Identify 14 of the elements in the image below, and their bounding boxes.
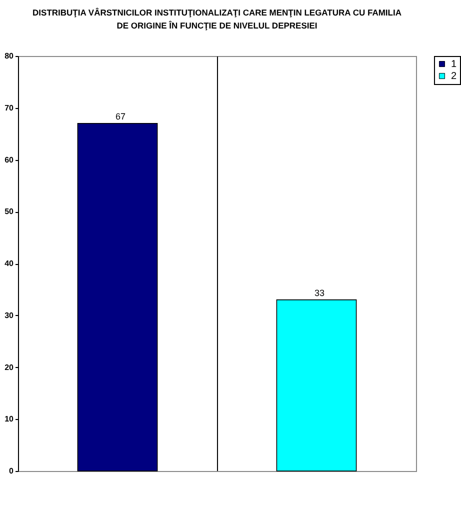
y-tick-label: 70 (4, 103, 14, 112)
y-tick-label: 50 (4, 207, 14, 216)
y-tick-label: 30 (4, 310, 14, 320)
y-tick-label: 10 (4, 414, 14, 424)
y-tick-label: 80 (4, 52, 14, 60)
y-tick-label: 60 (4, 155, 14, 164)
legend-label: 1 (451, 59, 457, 70)
data-label: 67 (115, 111, 126, 122)
y-tick-label: 0 (9, 466, 14, 476)
chart-title: DISTRIBUŢIA VÂRSTNICILOR INSTITUŢIONALIZAŢI CARE MENŢIN LEGATURA CU FAMILIA DE ORIGINE ÎN FUNCŢIE DE NIVELUL DEPRESIEI (32, 8, 402, 30)
legend-label: 2 (451, 71, 457, 82)
y-tick-label: 40 (4, 259, 14, 268)
y-tick-label: 20 (4, 362, 14, 372)
data-label: 33 (314, 288, 325, 298)
